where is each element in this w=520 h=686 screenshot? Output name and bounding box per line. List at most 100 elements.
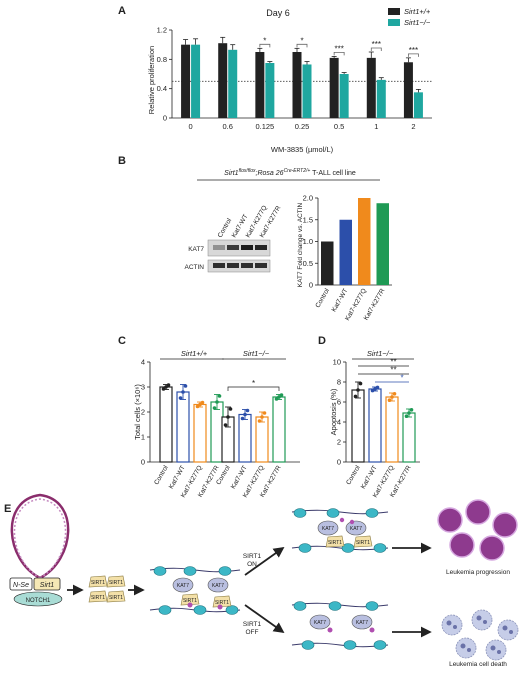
panel-c-point xyxy=(223,423,228,427)
panel-c-point xyxy=(161,387,166,391)
blot-actin-label: ACTIN xyxy=(185,264,205,271)
panel-c-point xyxy=(164,385,168,389)
sirt1-protein-label: SIRT1 xyxy=(183,598,197,604)
panel-d-point xyxy=(407,411,411,415)
nucleosome xyxy=(225,605,239,615)
panel-d-ytick-label: 10 xyxy=(333,358,341,367)
panel-c-point xyxy=(183,384,188,388)
panel-c-point xyxy=(212,406,217,410)
panel-a-xtick-label: 2 xyxy=(411,122,415,131)
kat7-protein-label: KAT7 xyxy=(356,620,368,626)
kat7-protein xyxy=(207,577,229,593)
panel-a-bar xyxy=(228,49,238,118)
panel-b-xtick-label: Control xyxy=(314,287,331,309)
sirt1-protein-label: SIRT1 xyxy=(91,580,105,586)
leukemia-cell xyxy=(465,499,491,525)
panel-b-ylabel: KAT7 Fold change vs. ACTIN xyxy=(297,202,304,287)
apoptotic-body xyxy=(467,648,471,652)
panel-c-group-label: Sirt1+/+ xyxy=(181,349,208,358)
panel-a-sig-bracket xyxy=(370,47,382,51)
kat7-protein-label: KAT7 xyxy=(314,620,326,626)
nucleosome xyxy=(293,508,307,518)
leukemia-cell xyxy=(479,535,505,561)
panel-d-xtick-label: Kat7-WT xyxy=(360,464,379,490)
sirt1-protein xyxy=(180,593,200,606)
apoptotic-body xyxy=(509,630,513,634)
sirt1-off-line1: SIRT1 xyxy=(243,621,262,628)
panel-a-sig-label: * xyxy=(300,36,303,45)
panel-c-point xyxy=(245,408,250,413)
panel-b-ytick-label: 1.0 xyxy=(303,237,313,246)
panel-c-point xyxy=(260,415,264,419)
panel-c-point xyxy=(166,383,171,387)
apoptotic-cell xyxy=(455,637,477,659)
leukemia-cell xyxy=(449,532,475,558)
blot-kat7-band xyxy=(213,245,225,250)
panel-c-label: C xyxy=(118,335,126,347)
panel-d-ytick-label: 6 xyxy=(337,398,341,407)
panel-d-bar xyxy=(351,389,365,463)
panel-a-xtick-label: 0.25 xyxy=(295,122,310,131)
panel-c-point xyxy=(198,402,202,407)
apoptotic-body xyxy=(497,650,501,654)
panel-a-xtick-label: 0 xyxy=(188,122,192,131)
kat7-protein xyxy=(172,577,194,593)
panel-a-bar xyxy=(292,52,302,118)
apoptotic-body xyxy=(502,625,508,631)
panel-c-point xyxy=(195,404,200,409)
panel-a-sig-label: *** xyxy=(334,44,343,53)
kat7-protein xyxy=(351,614,373,630)
leukemia-cell xyxy=(437,507,463,533)
panel-c-bar xyxy=(210,401,224,463)
panel-b-ytick-label: 0.5 xyxy=(303,259,313,268)
panel-d-plot: 0246810ControlKat7-WTKat7-K277QKat7-K277… xyxy=(333,358,420,499)
panel-c-point xyxy=(200,400,205,405)
panel-a-legend: Sirt1+/+ Sirt1−/− xyxy=(388,7,431,27)
panel-a-bar xyxy=(218,43,228,119)
panel-d-point xyxy=(358,381,363,386)
schematic-proteins: SIRT1 SIRT1 SIRT1 SIRT1 KAT7 KAT7 SIRT1 SIRT1 KA… xyxy=(88,499,519,661)
panel-c-point xyxy=(215,400,219,404)
sirt1-protein-label: SIRT1 xyxy=(328,540,342,546)
blot-kat7-band xyxy=(241,245,253,250)
outcome-progression: Leukemia progression xyxy=(446,569,510,576)
panel-a-ylabel: Relative proliferation xyxy=(147,46,156,114)
panel-c-bar xyxy=(176,391,190,463)
panel-a-xtick-label: 0.5 xyxy=(334,122,344,131)
panel-d-point xyxy=(392,392,397,396)
panel-c-point xyxy=(217,394,222,398)
kat7-protein-label: KAT7 xyxy=(177,583,189,589)
blot-kat7-label: KAT7 xyxy=(188,246,204,253)
panel-c-point xyxy=(240,416,245,421)
sirt1-protein-label: SIRT1 xyxy=(109,595,123,601)
panel-d-point xyxy=(390,395,394,399)
apoptotic-body xyxy=(476,615,482,621)
panel-a-bar xyxy=(403,62,413,118)
apoptotic-body xyxy=(490,645,496,651)
panel-a-sig-label: *** xyxy=(372,40,381,49)
apoptotic-cell xyxy=(441,614,463,636)
apoptotic-body xyxy=(483,620,487,624)
panel-d-label: D xyxy=(318,335,326,347)
panel-a-sig-bracket xyxy=(408,53,419,57)
panel-a-bar xyxy=(265,63,275,118)
panel-c-ytick-label: 2 xyxy=(141,408,145,417)
panel-a-sig-bracket xyxy=(333,52,345,56)
nucleosome xyxy=(365,601,379,611)
panel-c-point xyxy=(178,396,183,400)
enhancer-box xyxy=(9,577,33,591)
panel-c-group-label: Sirt1−/− xyxy=(243,349,270,358)
sirt1-protein-label: SIRT1 xyxy=(109,580,123,586)
blot-actin-band xyxy=(213,263,225,268)
panel-d-sig-label: ** xyxy=(390,358,396,367)
sirt1-protein-label: SIRT1 xyxy=(215,600,229,606)
blot-kat7-band xyxy=(227,245,239,250)
blot-kat7-band xyxy=(255,245,267,250)
legend-swatch-wt xyxy=(388,8,400,15)
blot-title-gene: Sirt1 xyxy=(224,170,239,177)
panel-b-ytick-label: 1.5 xyxy=(303,215,313,224)
nucleosome xyxy=(298,543,312,553)
panel-a-ytick-label: 1.2 xyxy=(157,26,167,35)
